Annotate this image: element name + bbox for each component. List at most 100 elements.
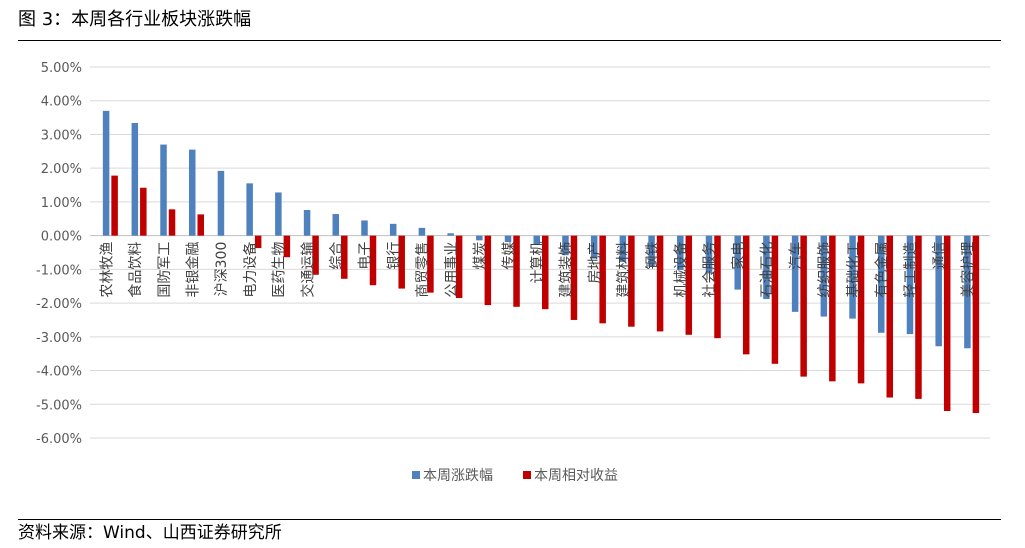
legend-label: 本周涨跌幅 <box>423 468 493 484</box>
category-label: 国防军工 <box>157 242 173 298</box>
category-label: 建筑装饰 <box>559 242 575 298</box>
bar-weekly-change <box>935 235 942 347</box>
y-tick-label: 3.00% <box>41 128 82 143</box>
category-label: 电力设备 <box>242 242 259 298</box>
y-tick: -1.00% <box>36 263 82 278</box>
bar-weekly-change <box>217 170 225 236</box>
bar-relative-return <box>283 235 291 258</box>
y-tick-label: 0.00% <box>41 230 82 245</box>
y-tick: 3.00% <box>41 128 82 143</box>
source-note: 资料来源：Wind、山西证券研究所 <box>18 523 282 543</box>
y-tick-label: 5.00% <box>41 61 82 76</box>
bar-weekly-change <box>562 235 569 256</box>
bar-relative-return <box>742 235 750 355</box>
bar-weekly-change <box>533 235 540 245</box>
y-tick: 1.00% <box>41 196 82 211</box>
bar-relative-return <box>542 235 549 310</box>
bar-relative-return <box>484 235 492 306</box>
bar-weekly-change <box>131 122 139 236</box>
bar-weekly-change <box>389 223 397 236</box>
y-tick-label: -1.00% <box>36 263 82 278</box>
bar-relative-return <box>455 235 463 299</box>
bar-weekly-change <box>303 210 311 236</box>
bar-weekly-change <box>504 235 512 243</box>
bar-relative-return <box>857 235 865 384</box>
category-label: 社会服务 <box>702 242 718 298</box>
bar-relative-return <box>685 235 693 335</box>
category-label: 煤炭 <box>473 242 489 270</box>
bar-weekly-change <box>619 235 627 262</box>
category-label: 通信 <box>932 242 948 270</box>
bar-chart: 5.00% 4.00% 3.00% 2.00% 1.00% 0.00% -1.00% -2.0… <box>36 61 990 484</box>
legend-label: 本周相对收益 <box>534 468 618 484</box>
bar-relative-return <box>140 187 147 236</box>
category-labels: 农林牧渔 食品饮料 国防军工 非银金融 沪深300 电力设备 医药生物 交通运输 综合 电子 银行商… <box>99 242 976 298</box>
category-label: 钢铁 <box>645 242 661 270</box>
legend-item: 本周相对收益 <box>523 468 618 484</box>
y-tick-label: 1.00% <box>41 196 82 211</box>
category-label: 纺织服饰 <box>817 242 833 298</box>
bar-weekly-change <box>590 235 598 259</box>
bar-relative-return <box>714 235 721 339</box>
bar-weekly-change <box>878 235 885 333</box>
bar-weekly-change <box>964 235 971 349</box>
bar-weekly-change <box>677 235 684 271</box>
y-tick: 4.00% <box>41 95 82 110</box>
y-tick: -5.00% <box>36 398 82 413</box>
bar-weekly-change <box>246 183 253 236</box>
bar-weekly-change <box>648 235 655 267</box>
bar-relative-return <box>943 235 951 412</box>
category-label: 有色金属 <box>874 242 891 298</box>
bar-relative-return <box>972 235 980 414</box>
category-label: 美容护理 <box>960 242 977 298</box>
legend-swatch <box>523 471 531 479</box>
bar-relative-return <box>312 235 319 275</box>
y-tick-label: -2.00% <box>36 297 82 312</box>
bar-relative-return <box>427 235 434 293</box>
category-label: 综合 <box>329 242 345 270</box>
category-label: 基础化工 <box>845 242 862 298</box>
y-tick-label: -3.00% <box>36 331 82 346</box>
bar-weekly-change <box>160 144 167 236</box>
y-tick: 5.00% <box>41 61 82 76</box>
bar-relative-return <box>197 214 204 236</box>
bar-weekly-change <box>275 192 282 236</box>
y-tick: 2.00% <box>41 162 82 177</box>
category-label: 石油石化 <box>760 242 776 298</box>
bar-relative-return <box>599 235 606 324</box>
legend: 本周涨跌幅 本周相对收益 <box>412 468 618 484</box>
bar-relative-return <box>915 235 922 399</box>
top-rule <box>18 40 1001 41</box>
bar-weekly-change <box>849 235 856 319</box>
category-label: 农林牧渔 <box>99 242 115 298</box>
category-label: 机械设备 <box>673 242 690 298</box>
bar-weekly-change <box>332 214 340 236</box>
category-label: 银行 <box>386 242 402 270</box>
legend-swatch <box>412 471 420 479</box>
category-label: 沪深300 <box>214 242 230 297</box>
figure-title: 图 3：本周各行业板块涨跌幅 <box>18 9 252 30</box>
y-tick: -2.00% <box>36 297 82 312</box>
y-tick: -4.00% <box>36 365 82 380</box>
bar-relative-return <box>168 209 176 236</box>
bar-relative-return <box>829 235 836 382</box>
y-tick: -6.00% <box>36 432 82 447</box>
bar-relative-return <box>656 235 664 332</box>
bar-weekly-change <box>791 235 799 312</box>
y-tick-label: -6.00% <box>36 432 82 447</box>
bar-weekly-change <box>906 235 914 335</box>
bar-relative-return <box>886 235 894 398</box>
bar-weekly-change <box>734 235 741 290</box>
bar-relative-return <box>398 235 405 289</box>
bar-weekly-change <box>763 235 770 300</box>
y-tick-label: -4.00% <box>36 365 82 380</box>
y-tick-label: 4.00% <box>41 95 82 110</box>
bar-weekly-change <box>476 235 483 241</box>
category-label: 汽车 <box>787 242 804 270</box>
y-tick: -3.00% <box>36 331 82 346</box>
y-tick: 0.00% <box>41 230 82 245</box>
bar-relative-return <box>513 235 520 307</box>
bar-weekly-change <box>188 149 196 236</box>
bar-weekly-change <box>447 233 454 236</box>
category-label: 电子 <box>358 242 374 270</box>
